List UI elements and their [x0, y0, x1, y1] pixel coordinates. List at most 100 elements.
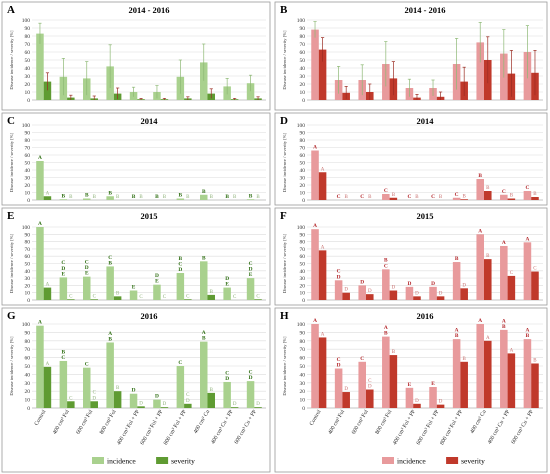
panel-letter: C — [7, 115, 15, 127]
legend-swatch — [446, 457, 459, 464]
y-tick-label: 30 — [25, 276, 31, 282]
significance-letter: B — [256, 195, 260, 200]
y-tick-label: 100 — [22, 123, 31, 129]
significance-letter: D — [337, 274, 341, 280]
significance-letter: D — [415, 291, 419, 296]
y-tick-label: 0 — [27, 406, 30, 412]
y-tick-label: 0 — [302, 406, 305, 412]
bar-incidence — [36, 161, 44, 200]
significance-letter: C — [249, 261, 253, 267]
panel-title: 2014 — [141, 116, 159, 126]
significance-letter: C — [502, 189, 506, 195]
legend-swatch — [156, 457, 169, 464]
significance-letter: B — [455, 256, 459, 262]
y-tick-label: 80 — [300, 34, 306, 40]
significance-letter: D — [225, 376, 229, 382]
y-tick-label: 80 — [25, 138, 31, 144]
bar-severity — [366, 389, 374, 408]
significance-letter: E — [431, 381, 435, 387]
y-tick-label: 90 — [25, 131, 31, 137]
bar-incidence — [36, 33, 44, 100]
significance-letter: D — [344, 288, 348, 293]
y-tick-label: 100 — [297, 18, 306, 24]
significance-letter: C — [431, 194, 435, 200]
significance-letter: D — [415, 399, 419, 404]
bar-incidence — [106, 342, 114, 408]
y-axis-label: Disease incidence / severity [%] — [9, 30, 14, 90]
bar-incidence — [223, 381, 231, 408]
y-tick-label: 60 — [25, 254, 31, 260]
significance-letter: B — [210, 290, 214, 295]
significance-letter: A — [502, 318, 506, 324]
significance-letter: E — [132, 285, 136, 291]
significance-letter: C — [178, 360, 182, 366]
y-tick-label: 50 — [300, 262, 306, 268]
bar-severity — [67, 401, 75, 408]
bar-incidence — [83, 198, 91, 200]
significance-letter: B — [225, 194, 229, 200]
significance-letter: D — [439, 400, 443, 405]
bar-severity — [207, 392, 215, 408]
bar-severity — [254, 407, 262, 408]
y-tick-label: 10 — [300, 90, 306, 96]
bar-incidence — [129, 290, 138, 300]
bar-severity — [507, 198, 516, 200]
significance-letter: C — [61, 260, 65, 266]
bar-incidence — [382, 194, 390, 200]
bar-incidence — [36, 227, 44, 300]
panel-title: 2015 — [417, 211, 434, 221]
bar-incidence — [382, 269, 390, 300]
bar-incidence — [500, 329, 508, 408]
significance-letter: B — [526, 333, 530, 339]
significance-letter: B — [415, 195, 419, 200]
y-tick-label: 50 — [25, 262, 31, 268]
significance-letter: A — [38, 155, 42, 161]
bar-severity — [230, 407, 239, 408]
panel-letter: H — [280, 310, 289, 322]
bar-severity — [413, 296, 421, 300]
significance-letter: D — [92, 396, 96, 401]
bar-incidence — [500, 194, 508, 200]
bar-severity — [460, 199, 468, 200]
legend-label: incidence — [107, 457, 136, 466]
significance-letter: B — [463, 357, 467, 362]
significance-letter: D — [155, 394, 159, 400]
bar-severity — [113, 391, 122, 408]
significance-letter: A — [38, 320, 42, 326]
significance-letter: E — [249, 272, 253, 278]
significance-letter: B — [108, 190, 112, 196]
y-tick-label: 40 — [300, 168, 306, 174]
significance-letter: A — [478, 318, 482, 324]
bar-incidence — [246, 278, 255, 300]
bar-incidence — [311, 29, 319, 101]
significance-letter: C — [93, 294, 97, 299]
y-tick-label: 0 — [27, 98, 30, 104]
y-tick-label: 80 — [300, 339, 306, 345]
significance-letter: D — [61, 266, 65, 272]
significance-letter: C — [455, 192, 459, 198]
significance-letter: C — [139, 295, 143, 300]
y-tick-label: 50 — [25, 58, 31, 64]
significance-letter: A — [321, 245, 325, 250]
y-tick-label: 70 — [25, 146, 31, 152]
significance-letter: C — [108, 255, 112, 261]
panel-letter: A — [7, 4, 15, 16]
significance-letter: E — [225, 282, 229, 288]
y-tick-label: 10 — [300, 191, 306, 197]
y-tick-label: 20 — [25, 389, 31, 395]
significance-letter: C — [337, 357, 341, 363]
significance-letter: B — [202, 336, 206, 342]
panel-b: B 2014 - 2016 0 10 20 30 40 50 60 70 80 90 100 Diseas… — [274, 1, 548, 111]
y-tick-label: 20 — [25, 183, 31, 189]
bar-incidence — [405, 286, 414, 300]
significance-letter: D — [186, 399, 190, 404]
y-tick-label: 0 — [302, 198, 305, 204]
significance-letter: B — [384, 258, 388, 264]
panel-title: 2016 — [141, 311, 158, 321]
significance-letter: E — [155, 279, 159, 285]
bar-severity — [531, 271, 539, 300]
significance-letter: B — [62, 349, 66, 355]
y-tick-label: 20 — [300, 82, 306, 88]
